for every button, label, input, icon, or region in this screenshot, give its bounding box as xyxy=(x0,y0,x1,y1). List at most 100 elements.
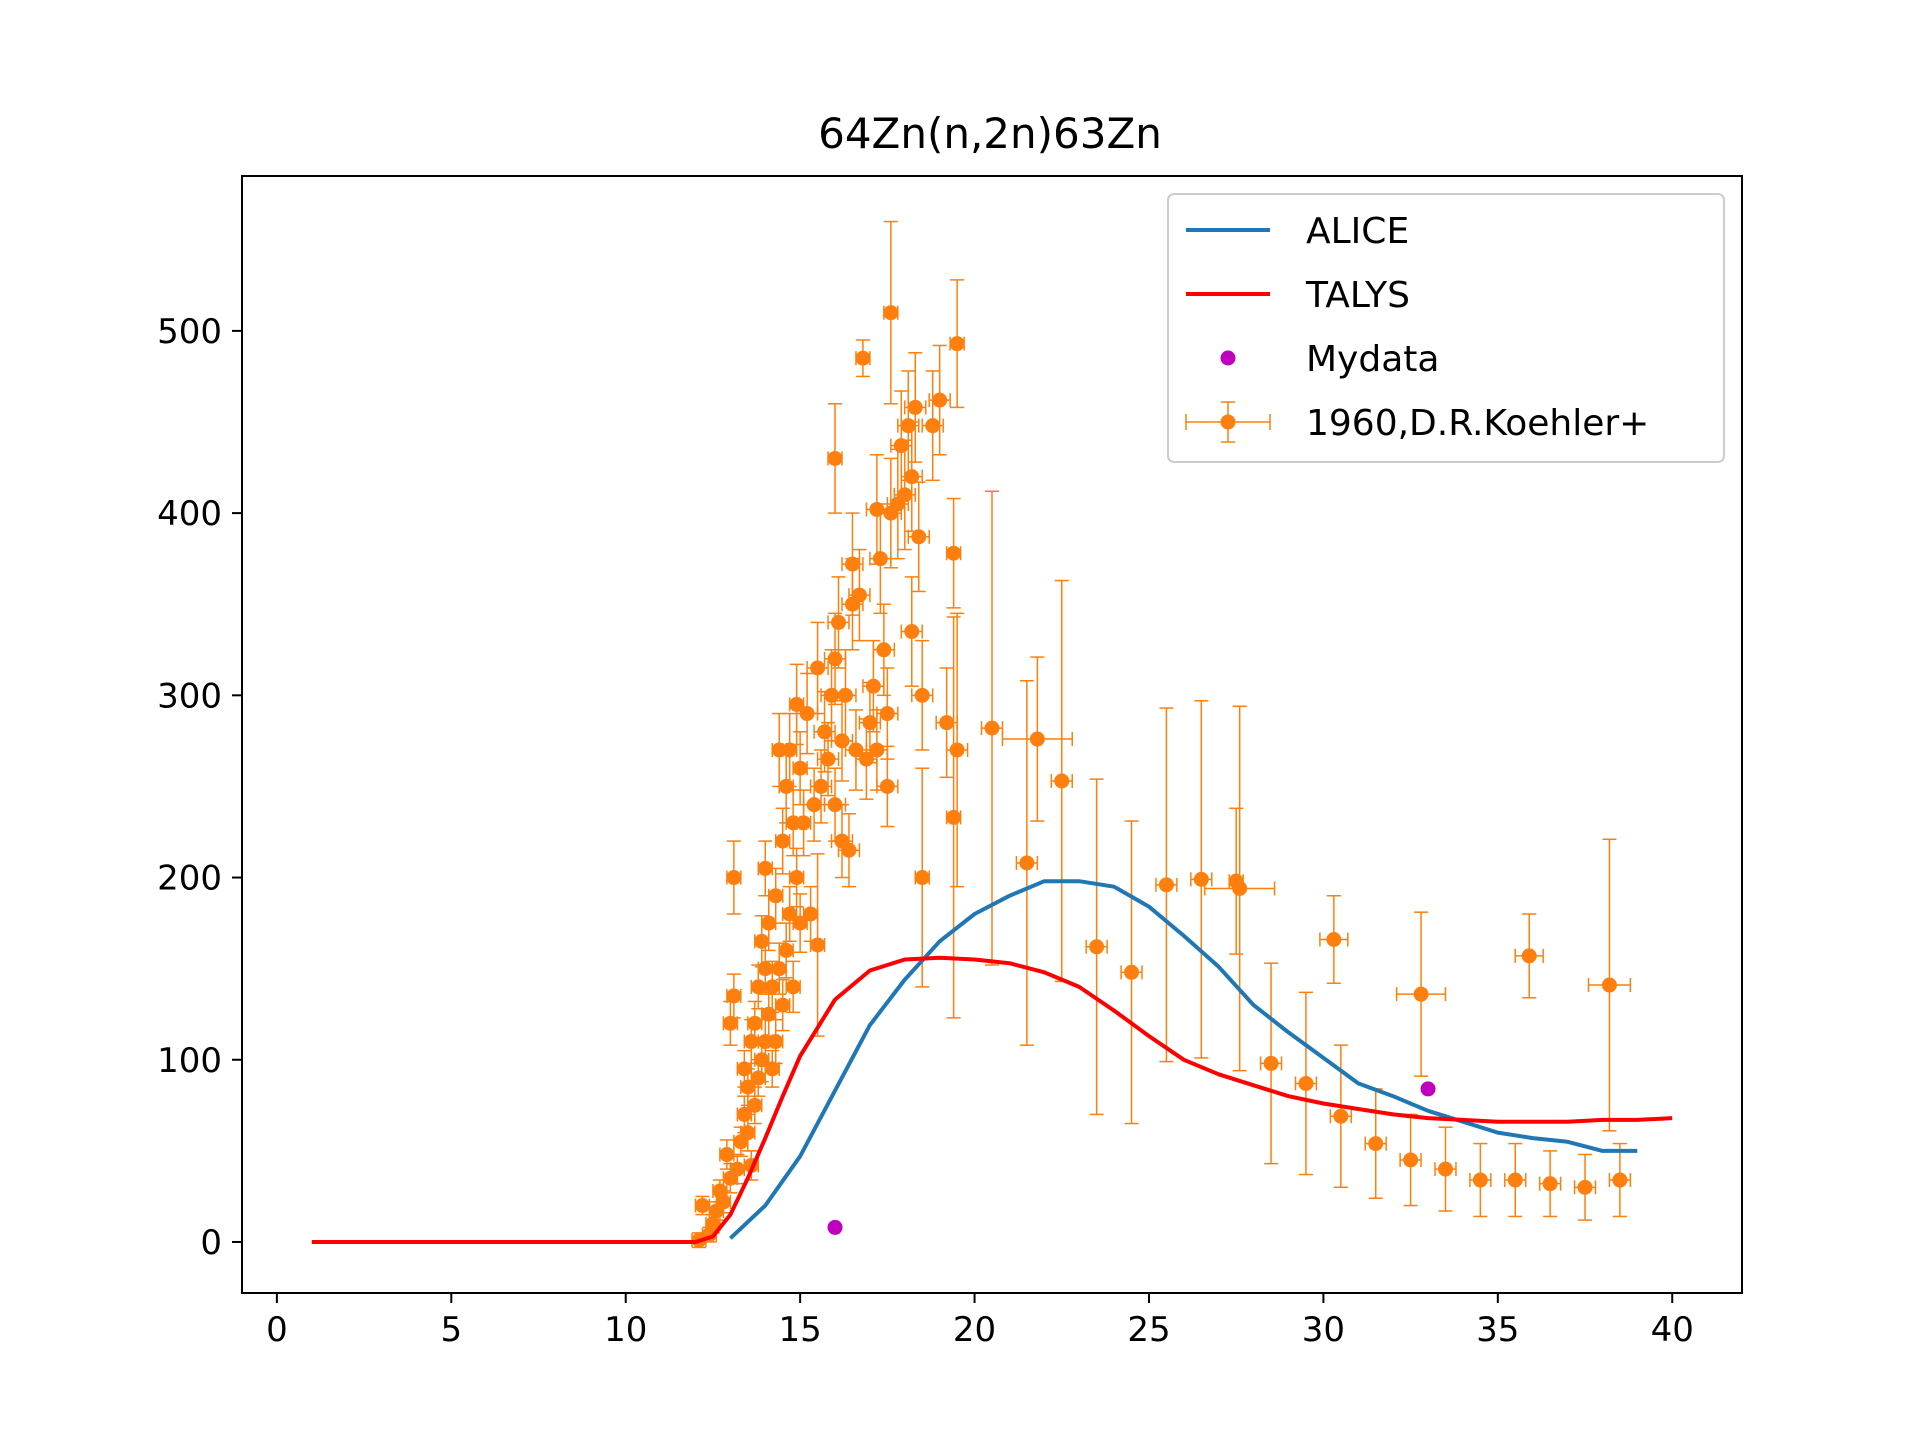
data-point xyxy=(946,545,962,561)
data-point xyxy=(694,1198,710,1214)
data-point xyxy=(778,942,794,958)
data-point xyxy=(1507,1172,1523,1188)
data-point xyxy=(775,833,791,849)
legend-label: Mydata xyxy=(1306,339,1439,380)
x-tick-label: 15 xyxy=(779,1310,822,1350)
data-point xyxy=(1413,986,1429,1002)
data-point xyxy=(722,1015,738,1031)
data-point xyxy=(907,399,923,415)
data-point xyxy=(754,933,770,949)
data-point xyxy=(747,1097,763,1113)
data-point xyxy=(1612,1172,1628,1188)
data-point xyxy=(1577,1179,1593,1195)
data-point xyxy=(771,961,787,977)
data-point xyxy=(932,392,948,408)
data-point xyxy=(946,809,962,825)
data-point xyxy=(879,706,895,722)
data-point xyxy=(939,715,955,731)
chart-title: 64Zn(n,2n)63Zn xyxy=(818,109,1162,158)
data-point xyxy=(1019,855,1035,871)
data-point xyxy=(792,760,808,776)
data-point xyxy=(768,1034,784,1050)
y-tick-label: 200 xyxy=(157,859,222,899)
plot-frame xyxy=(241,175,1743,1294)
data-point xyxy=(810,937,826,953)
data-point xyxy=(837,687,853,703)
data-point xyxy=(1542,1176,1558,1192)
x-tick-label: 35 xyxy=(1476,1310,1519,1350)
data-point xyxy=(1263,1055,1279,1071)
plot-area xyxy=(311,220,1673,1249)
data-point xyxy=(883,305,899,321)
data-point xyxy=(949,336,965,352)
data-point xyxy=(904,624,920,640)
x-tick-label: 5 xyxy=(440,1310,462,1350)
data-point xyxy=(1521,948,1537,964)
data-point xyxy=(726,988,742,1004)
data-point xyxy=(750,979,766,995)
x-tick-label: 30 xyxy=(1302,1310,1345,1350)
data-point xyxy=(1601,977,1617,993)
data-point xyxy=(1193,871,1209,887)
data-point xyxy=(740,1125,756,1141)
data-point xyxy=(1403,1152,1419,1168)
data-point xyxy=(844,556,860,572)
x-tick-label: 10 xyxy=(604,1310,647,1350)
data-point xyxy=(1029,731,1045,747)
data-point xyxy=(1333,1108,1349,1124)
data-point xyxy=(764,1061,780,1077)
data-point xyxy=(848,742,864,758)
data-point xyxy=(1472,1172,1488,1188)
data-point xyxy=(914,870,930,886)
data-point xyxy=(1326,931,1342,947)
data-point xyxy=(949,742,965,758)
y-tick-label: 500 xyxy=(157,312,222,352)
data-point xyxy=(817,724,833,740)
data-point xyxy=(1124,964,1140,980)
data-point xyxy=(757,860,773,876)
data-point xyxy=(750,1070,766,1086)
data-point xyxy=(796,815,812,831)
data-point xyxy=(729,1161,745,1177)
data-point xyxy=(799,706,815,722)
data-point xyxy=(855,350,871,366)
data-point xyxy=(827,1219,843,1235)
data-point xyxy=(831,614,847,630)
data-point xyxy=(869,742,885,758)
data-point xyxy=(900,418,916,434)
data-point xyxy=(785,979,801,995)
data-point xyxy=(789,696,805,712)
series-line-alice xyxy=(729,879,1638,1240)
data-point xyxy=(841,842,857,858)
legend-label: TALYS xyxy=(1305,275,1410,316)
legend-handle xyxy=(1220,350,1236,366)
legend-box xyxy=(1167,193,1725,463)
data-point xyxy=(827,450,843,466)
legend-label: 1960,D.R.Koehler+ xyxy=(1306,403,1649,444)
x-tick-label: 40 xyxy=(1651,1310,1694,1350)
data-point xyxy=(715,1194,731,1210)
data-point xyxy=(806,797,822,813)
data-point xyxy=(851,587,867,603)
data-point xyxy=(768,888,784,904)
data-point xyxy=(757,961,773,977)
y-tick-label: 400 xyxy=(157,494,222,534)
data-point xyxy=(1420,1081,1436,1097)
data-point xyxy=(743,1034,759,1050)
data-point xyxy=(865,678,881,694)
data-point xyxy=(897,487,913,503)
data-point xyxy=(827,651,843,667)
data-point xyxy=(984,720,1000,736)
data-point xyxy=(876,642,892,658)
data-point xyxy=(1298,1075,1314,1091)
data-point xyxy=(879,778,895,794)
x-tick-label: 25 xyxy=(1127,1310,1170,1350)
data-point xyxy=(1089,939,1105,955)
y-tick-label: 0 xyxy=(200,1223,222,1263)
data-point xyxy=(764,979,780,995)
data-point xyxy=(1437,1161,1453,1177)
data-point xyxy=(789,870,805,886)
data-point xyxy=(820,751,836,767)
